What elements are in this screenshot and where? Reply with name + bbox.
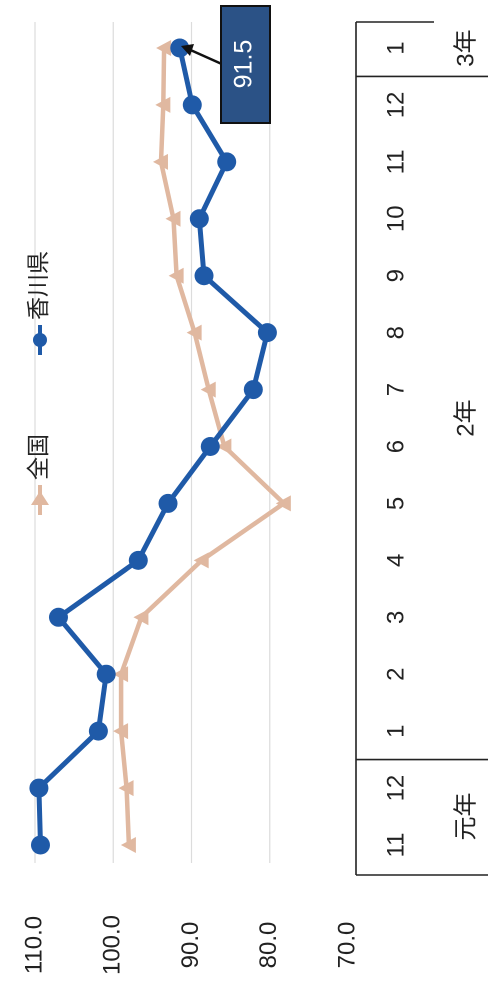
data-point [133, 609, 149, 626]
x-tick-label: 3 [382, 611, 409, 624]
data-point [29, 778, 49, 798]
x-tick-label: 11 [382, 833, 409, 858]
data-point [113, 723, 129, 740]
x-group-label: 3年 [452, 29, 479, 66]
data-point [118, 780, 134, 797]
data-point [120, 837, 136, 853]
data-point [88, 721, 108, 741]
data-point [128, 550, 148, 570]
data-point [30, 835, 50, 855]
callout-box [220, 5, 271, 124]
y-tick-label: 80.0 [255, 922, 282, 969]
x-tick-label: 12 [382, 92, 409, 119]
series-layer [29, 38, 291, 855]
data-point [48, 607, 68, 627]
data-point [275, 495, 291, 512]
x-tick-label: 9 [382, 269, 409, 282]
data-point [155, 96, 171, 113]
data-point [189, 209, 209, 229]
data-point [257, 323, 277, 343]
data-point [165, 210, 181, 227]
x-group-label: 2年 [452, 399, 479, 436]
data-point [170, 38, 190, 58]
data-point [168, 267, 184, 284]
data-point [243, 380, 263, 400]
y-tick-label: 90.0 [177, 922, 204, 969]
data-point [113, 666, 129, 683]
callout-label: 91.5 [230, 40, 258, 89]
data-point [96, 664, 116, 684]
x-tick-label: 1 [382, 724, 409, 737]
x-tick-label: 5 [382, 497, 409, 510]
x-tick-label: 6 [382, 440, 409, 453]
x-tick-label: 7 [382, 383, 409, 396]
y-tick-label: 70.0 [333, 922, 360, 969]
legend: 全国 香川県 [25, 251, 51, 515]
data-point [200, 381, 216, 398]
y-axis-ticks: 70.0 80.0 90.0 100.0 110.0 [20, 915, 360, 975]
data-point [186, 324, 202, 341]
data-point [158, 493, 178, 513]
data-point [194, 266, 214, 286]
y-tick-label: 100.0 [99, 915, 126, 975]
value-callout: 91.5 [181, 5, 271, 124]
x-tick-label: 12 [382, 775, 409, 802]
x-group-label: 元年 [452, 793, 479, 841]
y-tick-label: 110.0 [20, 916, 47, 974]
legend-label-kagawa: 香川県 [25, 251, 51, 320]
x-tick-label: 10 [382, 205, 409, 232]
x-tick-label: 2 [382, 668, 409, 681]
data-point [200, 437, 220, 456]
x-tick-label: 4 [382, 554, 409, 567]
data-point [156, 40, 172, 56]
legend-item-kagawa: 香川県 [25, 251, 51, 355]
legend-label-zenkoku: 全国 [25, 434, 51, 480]
x-tick-label: 1 [382, 41, 409, 54]
data-point [216, 438, 232, 455]
x-tick-label: 8 [382, 326, 409, 339]
data-point [152, 153, 168, 170]
x-tick-label: 11 [382, 149, 409, 174]
gridlines [34, 22, 271, 863]
series-kagawa [29, 38, 277, 855]
legend-item-zenkoku: 全国 [25, 434, 51, 515]
data-point [193, 552, 209, 569]
data-point [217, 152, 237, 172]
series-zenkoku [113, 40, 291, 853]
data-point [182, 95, 202, 115]
